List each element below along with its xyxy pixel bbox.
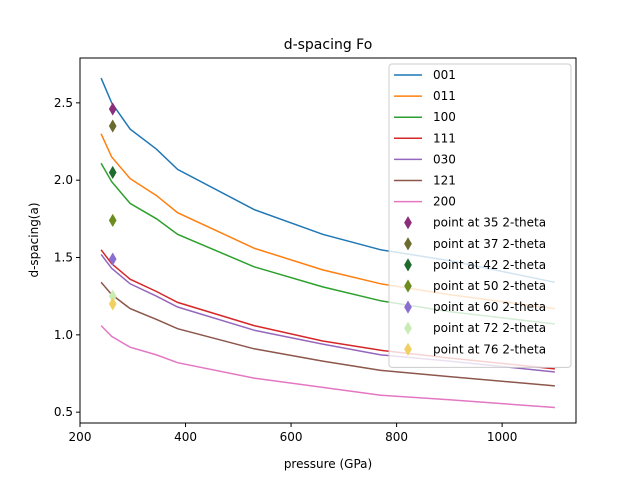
x-axis-ticks: 200 400 600 800 1000: [69, 423, 518, 444]
series-line-200: [100, 325, 555, 409]
point-marker-4: [108, 252, 117, 266]
point-marker-3: [108, 213, 117, 228]
legend-label: point at 37 2-theta: [433, 237, 546, 251]
y-axis-label: d-spacing(a): [27, 202, 41, 277]
legend-label: 011: [433, 89, 456, 103]
x-tick-label: 1000: [487, 430, 518, 444]
legend-label: point at 60 2-theta: [433, 300, 546, 314]
legend-label: 111: [433, 131, 456, 145]
legend-box: [388, 63, 572, 368]
legend-marker-0: [404, 216, 412, 230]
legend: 001 011 100 111 030 121 200 point at 35 2-theta…: [388, 63, 572, 368]
chart-title: d-spacing Fo: [284, 37, 373, 53]
x-axis-label: pressure (GPa): [284, 457, 372, 471]
point-marker-1: [108, 119, 117, 133]
series-lines: [100, 77, 556, 409]
legend-label: 200: [433, 195, 456, 209]
legend-label: point at 42 2-theta: [433, 258, 546, 272]
legend-marker-6: [404, 342, 412, 356]
y-tick-label: 1.0: [54, 328, 73, 342]
legend-marker-2: [404, 258, 412, 272]
x-tick-label: 200: [69, 430, 92, 444]
x-tick-label: 600: [280, 430, 303, 444]
point-marker-6: [108, 297, 117, 311]
legend-label: 100: [433, 110, 456, 124]
y-tick-label: 0.5: [54, 405, 73, 419]
y-tick-label: 2.5: [54, 96, 73, 110]
series-line-121: [100, 281, 555, 387]
plot-frame: [79, 57, 577, 424]
point-marker-0: [108, 102, 117, 116]
y-axis-ticks: 0.5 1.0 1.5 2.0 2.5: [54, 96, 80, 419]
y-tick-label: 2.0: [54, 173, 73, 187]
legend-label: point at 72 2-theta: [433, 321, 546, 335]
legend-marker-5: [404, 321, 412, 335]
legend-label: 001: [433, 68, 456, 82]
point-markers: [108, 102, 117, 311]
legend-marker-1: [404, 237, 412, 251]
legend-label: point at 50 2-theta: [433, 279, 546, 293]
legend-label: point at 35 2-theta: [433, 216, 546, 230]
legend-marker-3: [404, 279, 412, 293]
point-marker-2: [108, 165, 117, 180]
legend-label: 121: [433, 174, 456, 188]
x-tick-label: 400: [174, 430, 197, 444]
legend-label: point at 76 2-theta: [433, 342, 546, 356]
x-tick-label: 800: [385, 430, 408, 444]
legend-label: 030: [433, 152, 456, 166]
legend-marker-4: [404, 300, 412, 314]
y-tick-label: 1.5: [54, 251, 73, 265]
